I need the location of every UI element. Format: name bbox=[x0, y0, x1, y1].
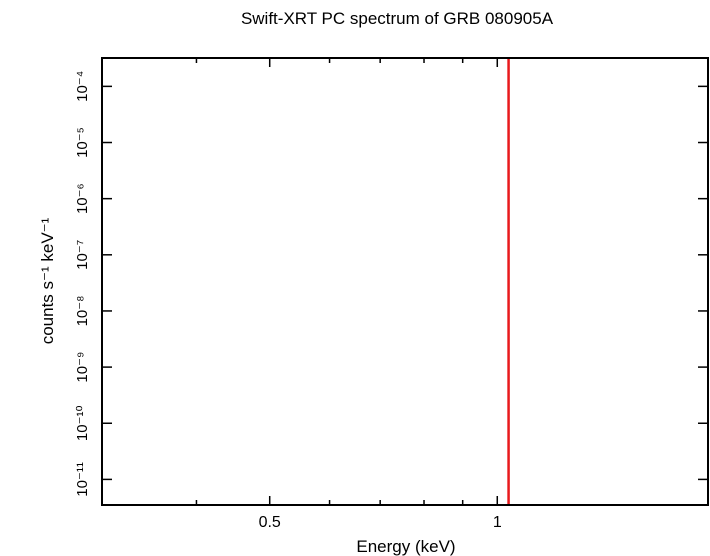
x-axis-label: Energy (keV) bbox=[356, 537, 455, 556]
x-tick-label: 1 bbox=[493, 514, 502, 531]
y-tick-label: 10⁻⁴ bbox=[74, 71, 91, 102]
y-tick-label: 10⁻¹⁰ bbox=[74, 405, 91, 441]
y-tick-label: 10⁻⁸ bbox=[74, 295, 91, 326]
y-tick-label: 10⁻⁶ bbox=[74, 183, 91, 214]
y-tick-label: 10⁻¹¹ bbox=[74, 462, 91, 497]
y-axis-label: counts s⁻¹ keV⁻¹ bbox=[38, 217, 57, 344]
y-tick-label: 10⁻⁵ bbox=[74, 127, 91, 158]
chart-title: Swift-XRT PC spectrum of GRB 080905A bbox=[241, 9, 554, 28]
y-tick-label: 10⁻⁹ bbox=[74, 352, 91, 383]
y-tick-label: 10⁻⁷ bbox=[74, 240, 91, 270]
plot-area: 0.5 1 10⁻⁴ 10⁻⁵ 10⁻⁶ 10⁻⁷ 10⁻⁸ 10⁻⁹ 10⁻¹⁰ 10⁻¹¹ bbox=[74, 57, 709, 531]
plot-frame bbox=[101, 57, 709, 506]
x-tick-label: 0.5 bbox=[259, 514, 281, 531]
